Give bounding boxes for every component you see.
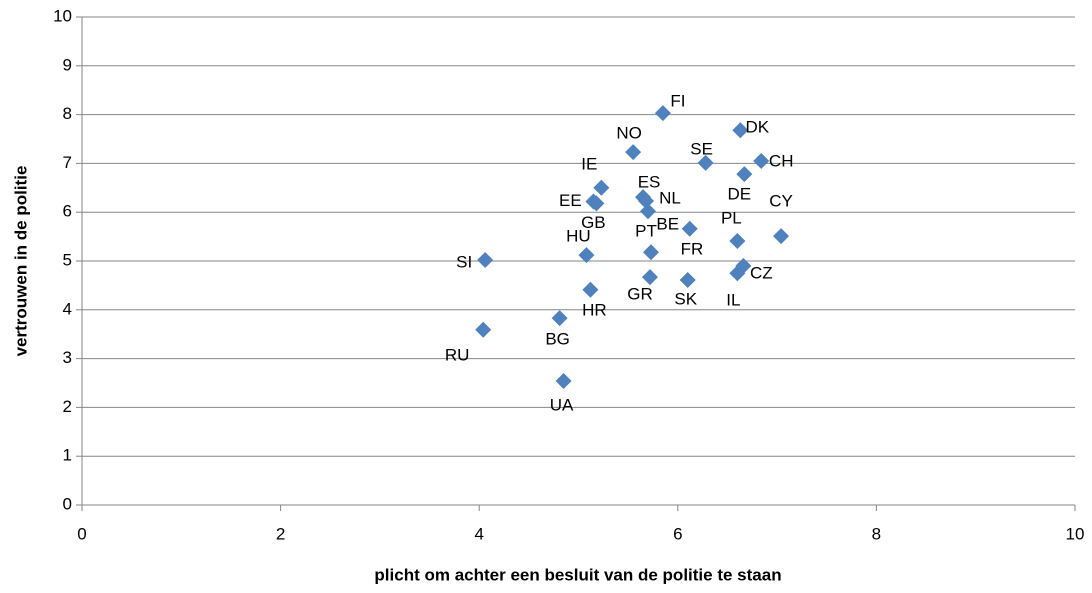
y-tick-label: 4 bbox=[63, 299, 72, 318]
point-label: PT bbox=[635, 222, 657, 241]
point-label: CZ bbox=[750, 263, 773, 282]
point bbox=[475, 321, 492, 338]
point bbox=[729, 265, 746, 282]
x-tick-label: 8 bbox=[872, 524, 881, 543]
x-tick-label: 6 bbox=[673, 524, 682, 543]
x-tick-label: 4 bbox=[474, 524, 483, 543]
point-label: IL bbox=[726, 291, 740, 310]
point bbox=[641, 269, 658, 286]
point-label: NO bbox=[616, 124, 642, 143]
y-tick-label: 5 bbox=[63, 250, 72, 269]
point-label: EE bbox=[559, 191, 582, 210]
y-tick-label: 1 bbox=[63, 446, 72, 465]
y-tick-label: 3 bbox=[63, 348, 72, 367]
point-label: UA bbox=[550, 396, 574, 415]
point bbox=[640, 203, 657, 220]
point-label: IE bbox=[581, 154, 597, 173]
x-tick-label: 0 bbox=[77, 524, 86, 543]
point bbox=[773, 228, 790, 245]
point-label: DK bbox=[746, 118, 770, 137]
x-tick-label: 2 bbox=[276, 524, 285, 543]
y-axis-title: vertrouwen in de politie bbox=[11, 166, 30, 357]
y-tick-label: 10 bbox=[53, 6, 72, 25]
point bbox=[654, 105, 671, 122]
y-tick-label: 0 bbox=[63, 494, 72, 513]
point bbox=[477, 252, 494, 269]
point bbox=[697, 154, 714, 171]
y-tick-label: 9 bbox=[63, 55, 72, 74]
point-label: NL bbox=[659, 188, 681, 207]
point bbox=[578, 247, 595, 264]
point bbox=[555, 373, 572, 390]
point bbox=[588, 195, 605, 212]
point-label: GR bbox=[627, 285, 653, 304]
point-label: SK bbox=[674, 290, 697, 309]
point-label: GB bbox=[581, 213, 606, 232]
point bbox=[642, 244, 659, 261]
point bbox=[679, 272, 696, 289]
y-tick-label: 7 bbox=[63, 153, 72, 172]
point bbox=[625, 144, 642, 161]
point-label: CY bbox=[769, 192, 793, 211]
point bbox=[732, 122, 749, 139]
point bbox=[593, 179, 610, 196]
point-label: ES bbox=[638, 173, 661, 192]
point-label: SE bbox=[690, 139, 713, 158]
point-label: HU bbox=[566, 227, 591, 246]
x-tick-label: 10 bbox=[1066, 524, 1085, 543]
point-label: DE bbox=[728, 185, 752, 204]
point-label: SI bbox=[456, 253, 472, 272]
point-label: PL bbox=[721, 208, 742, 227]
point bbox=[551, 310, 568, 327]
point bbox=[582, 281, 599, 298]
point-label: HR bbox=[582, 300, 607, 319]
y-tick-label: 8 bbox=[63, 104, 72, 123]
y-tick-label: 6 bbox=[63, 202, 72, 221]
point-label: RU bbox=[445, 345, 470, 364]
point bbox=[729, 232, 746, 249]
point-label: BE bbox=[656, 214, 679, 233]
y-tick-label: 2 bbox=[63, 397, 72, 416]
point-label: CH bbox=[769, 151, 794, 170]
point bbox=[753, 152, 770, 169]
x-axis-title: plicht om achter een besluit van de poli… bbox=[374, 565, 781, 584]
point-label: BG bbox=[545, 330, 570, 349]
point bbox=[638, 192, 655, 209]
point-label: FI bbox=[670, 92, 685, 111]
point bbox=[681, 220, 698, 237]
point bbox=[736, 166, 753, 183]
point-label: FR bbox=[681, 240, 704, 259]
